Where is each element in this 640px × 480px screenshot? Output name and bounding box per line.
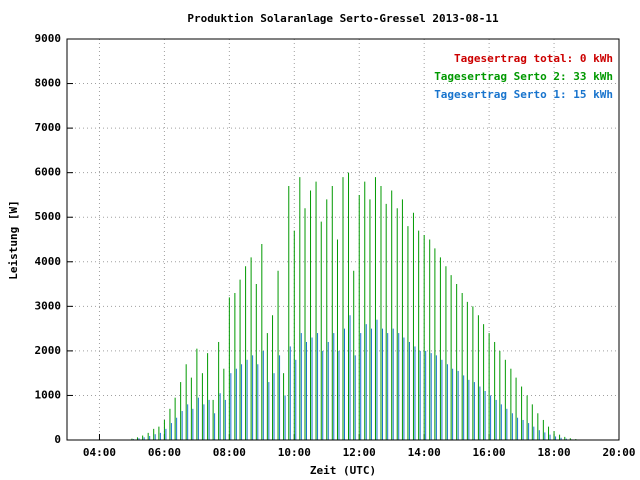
legend-entry: Tagesertrag Serto 1: 15 kWh [434, 88, 613, 101]
x-tick-label: 12:00 [343, 446, 376, 459]
plot-border [66, 38, 620, 441]
y-tick-label: 2000 [35, 344, 62, 357]
y-tick-label: 4000 [35, 255, 62, 268]
x-tick-label: 18:00 [537, 446, 570, 459]
x-tick-label: 04:00 [83, 446, 116, 459]
x-tick-label: 16:00 [473, 446, 506, 459]
y-axis-label: Leistung [W] [7, 200, 20, 279]
x-axis-label: Zeit (UTC) [310, 464, 376, 477]
x-tick-label: 08:00 [213, 446, 246, 459]
y-tick-label: 3000 [35, 299, 62, 312]
y-tick-label: 5000 [35, 210, 62, 223]
y-tick-label: 1000 [35, 388, 62, 401]
chart-title: Produktion Solaranlage Serto-Gressel 201… [187, 12, 499, 25]
x-tick-label: 20:00 [602, 446, 635, 459]
legend-total: Tagesertrag total: 0 kWh [454, 52, 613, 65]
y-tick-label: 6000 [35, 166, 62, 179]
x-tick-label: 14:00 [408, 446, 441, 459]
y-tick-label: 0 [54, 433, 61, 446]
y-tick-label: 9000 [35, 32, 62, 45]
y-tick-label: 8000 [35, 77, 62, 90]
x-tick-label: 06:00 [148, 446, 181, 459]
legend-entry: Tagesertrag Serto 2: 33 kWh [434, 70, 613, 83]
y-tick-label: 7000 [35, 121, 62, 134]
x-tick-label: 10:00 [278, 446, 311, 459]
